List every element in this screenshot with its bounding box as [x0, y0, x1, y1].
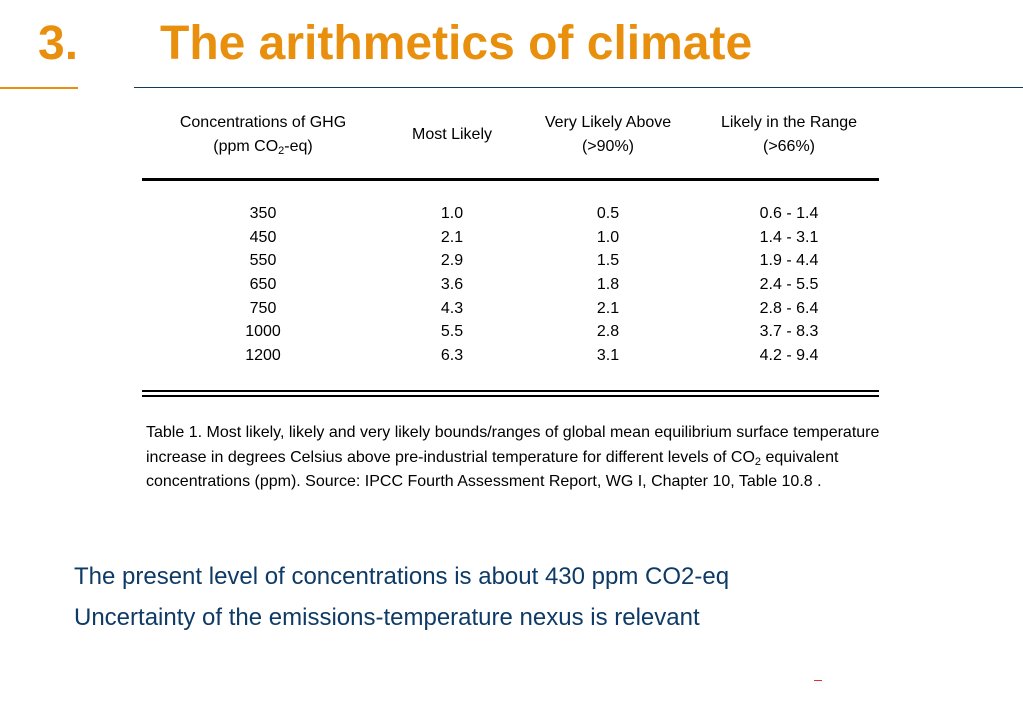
cell-most-likely: 1.0 — [440, 205, 464, 222]
footer-rule-top — [142, 390, 879, 392]
table-row: 350 1.0 0.5 0.6 - 1.4 — [142, 202, 879, 226]
cell-very-likely-above: 2.1 — [596, 299, 620, 317]
header-very-likely-above: Very Likely Above (>90%) — [545, 111, 671, 159]
cell-very-likely-above: 3.1 — [596, 347, 620, 365]
cell-very-likely-above: 2.8 — [596, 323, 620, 341]
table-row: 450 2.1 1.0 1.4 - 3.1 — [142, 226, 879, 250]
header-concentrations: Concentrations of GHG (ppm CO2-eq) — [180, 111, 346, 159]
climate-table: Concentrations of GHG (ppm CO2-eq) Most … — [142, 108, 879, 397]
cell-likely-range: 3.7 - 8.3 — [759, 323, 819, 341]
cell-most-likely: 6.3 — [440, 347, 464, 365]
cell-concentration: 1000 — [245, 323, 281, 341]
cell-most-likely: 3.6 — [440, 276, 464, 294]
header-unit-sub: 2 — [278, 145, 285, 157]
footer-rule-bottom — [142, 395, 879, 397]
header-very-likely-line2: (>90%) — [581, 138, 635, 155]
cell-very-likely-above: 1.0 — [596, 228, 620, 246]
cell-concentration: 350 — [249, 205, 277, 222]
cell-most-likely: 4.3 — [440, 299, 464, 317]
cell-concentration: 450 — [249, 228, 277, 246]
slide-title: The arithmetics of climate — [160, 17, 753, 70]
caption-text-part1: Table 1. Most likely, likely and very li… — [146, 424, 880, 466]
table-row: 550 2.9 1.5 1.9 - 4.4 — [142, 249, 879, 273]
table-header: Concentrations of GHG (ppm CO2-eq) Most … — [142, 108, 879, 178]
bullet-uncertainty: Uncertainty of the emissions-temperature… — [74, 604, 700, 631]
header-concentrations-line1: Concentrations of GHG — [179, 114, 347, 131]
header-likely-range-line2: (>66%) — [762, 138, 816, 155]
cell-concentration: 650 — [249, 276, 277, 294]
cell-likely-range: 1.4 - 3.1 — [759, 228, 819, 246]
cell-concentration: 1200 — [245, 347, 281, 365]
header-unit-post: -eq) — [284, 138, 313, 155]
caption-subscript: 2 — [754, 455, 762, 468]
table-row: 750 4.3 2.1 2.8 - 6.4 — [142, 297, 879, 321]
title-accent-rule — [0, 87, 78, 89]
header-most-likely: Most Likely — [411, 126, 493, 143]
bullet-present-level: The present level of concentrations is a… — [74, 563, 730, 590]
cell-likely-range: 2.4 - 5.5 — [759, 276, 819, 294]
table-row: 650 3.6 1.8 2.4 - 5.5 — [142, 273, 879, 297]
cell-likely-range: 1.9 - 4.4 — [759, 252, 819, 270]
caption-text-part2: equivalent concentrations (ppm). Source:… — [146, 448, 839, 491]
cell-likely-range: 2.8 - 6.4 — [759, 299, 819, 317]
header-very-likely-line1: Very Likely Above — [544, 114, 672, 131]
table-caption: Table 1. Most likely, likely and very li… — [146, 421, 886, 495]
cell-very-likely-above: 1.8 — [596, 276, 620, 294]
cell-very-likely-above: 1.5 — [596, 252, 620, 270]
header-concentrations-line2: (ppm CO2-eq) — [180, 135, 346, 159]
header-likely-range-line1: Likely in the Range — [720, 114, 858, 131]
cell-concentration: 750 — [249, 299, 277, 317]
red-mark — [814, 680, 822, 681]
table-row: 1000 5.5 2.8 3.7 - 8.3 — [142, 320, 879, 344]
slide-number: 3. — [38, 17, 79, 70]
cell-likely-range: 0.6 - 1.4 — [759, 205, 819, 222]
cell-concentration: 550 — [249, 252, 277, 270]
cell-very-likely-above: 0.5 — [596, 205, 620, 222]
header-unit-pre: (ppm CO — [213, 138, 279, 155]
header-likely-range: Likely in the Range (>66%) — [721, 111, 857, 159]
cell-most-likely: 2.1 — [440, 228, 464, 246]
title-divider-rule — [134, 87, 1023, 88]
cell-most-likely: 2.9 — [440, 252, 464, 270]
table-row: 1200 6.3 3.1 4.2 - 9.4 — [142, 344, 879, 368]
table-body: 350 1.0 0.5 0.6 - 1.4 450 2.1 1.0 1.4 - … — [142, 202, 879, 368]
cell-most-likely: 5.5 — [440, 323, 464, 341]
cell-likely-range: 4.2 - 9.4 — [759, 347, 819, 365]
header-rule — [142, 178, 879, 181]
